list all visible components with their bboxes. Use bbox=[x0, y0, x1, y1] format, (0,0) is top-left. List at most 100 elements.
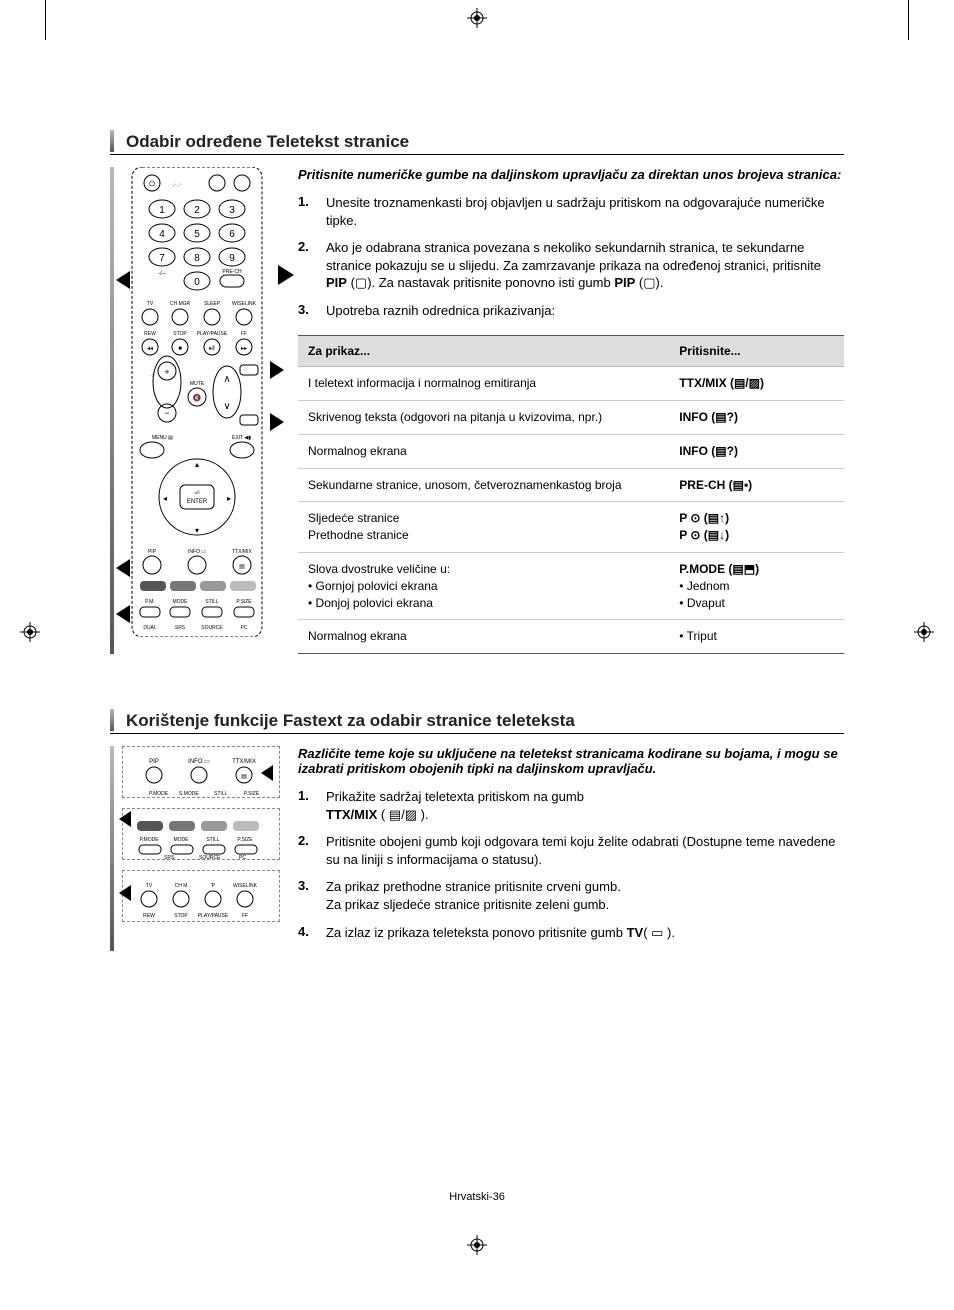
remote-panel-ttx: PIP INFO ▭ TTX/MIX ▤ P.MODES.MODESTILLP.… bbox=[122, 746, 280, 798]
svg-text:▾: ▾ bbox=[195, 526, 199, 535]
table-cell: I teletext informacija i normalnog emiti… bbox=[298, 367, 669, 401]
numbered-list: 1. Prikažite sadržaj teletexta pritiskom… bbox=[298, 788, 844, 941]
svg-text:PIP: PIP bbox=[148, 549, 157, 555]
list-item: 4. Za izlaz iz prikaza teleteksta ponovo… bbox=[298, 924, 844, 942]
item-number: 2. bbox=[298, 239, 314, 292]
svg-text:·:·: ·:· bbox=[150, 373, 155, 379]
table-row: Normalnog ekrana INFO (▤?) bbox=[298, 434, 844, 468]
remote-figure-small: PIP INFO ▭ TTX/MIX ▤ P.MODES.MODESTILLP.… bbox=[110, 746, 280, 951]
svg-text:∧: ∧ bbox=[223, 374, 230, 385]
intro-text: Pritisnite numeričke gumbe na daljinskom… bbox=[298, 167, 844, 182]
crop-mark bbox=[908, 0, 909, 40]
list-item: 3. Upotreba raznih odrednica prikazivanj… bbox=[298, 302, 844, 320]
svg-text:TTX/MIX: TTX/MIX bbox=[232, 549, 252, 555]
svg-text:4: 4 bbox=[159, 229, 165, 240]
item-number: 1. bbox=[298, 788, 314, 823]
item-text: Upotreba raznih odrednica prikazivanja: bbox=[326, 302, 844, 320]
svg-text:STOP: STOP bbox=[173, 331, 187, 337]
svg-text:P.SIZE: P.SIZE bbox=[244, 791, 260, 797]
svg-text:WISELINK: WISELINK bbox=[232, 301, 257, 307]
svg-text:TV: TV bbox=[147, 301, 154, 307]
svg-text:.·.·: .·.· bbox=[173, 181, 182, 188]
list-item: 2. Pritisnite obojeni gumb koji odgovara… bbox=[298, 833, 844, 868]
svg-text:PIP: PIP bbox=[149, 759, 159, 765]
svg-text:PLAY/PAUSE: PLAY/PAUSE bbox=[198, 913, 229, 919]
table-cell: Normalnog ekrana bbox=[298, 620, 669, 654]
svg-text:FF: FF bbox=[241, 331, 247, 337]
svg-text:PRE-CH: PRE-CH bbox=[222, 269, 242, 275]
svg-text:EXIT ◀▮: EXIT ◀▮ bbox=[232, 435, 251, 441]
table-row: Skrivenog teksta (odgovori na pitanja u … bbox=[298, 401, 844, 435]
svg-text:2: 2 bbox=[194, 205, 200, 216]
svg-text:REW: REW bbox=[143, 913, 155, 919]
svg-text:+: + bbox=[164, 367, 169, 377]
table-row: Sekundarne stranice, unosom, četveroznam… bbox=[298, 468, 844, 502]
remote-panel-tv: TV CH M 'P WISELINK REW STOP PLAY/PAUSE … bbox=[122, 870, 280, 922]
callout-arrow-icon bbox=[116, 271, 130, 289]
svg-text:P.M.: P.M. bbox=[145, 599, 155, 605]
svg-text:STILL: STILL bbox=[205, 599, 219, 605]
svg-text:▤: ▤ bbox=[239, 564, 245, 570]
table-row: Slova dvostruke veličine u: • Gornjoj po… bbox=[298, 553, 844, 620]
table-cell: P.MODE (▤⬒) • Jednom • Dvaput bbox=[669, 553, 844, 620]
registration-mark bbox=[914, 622, 934, 642]
svg-text:STILL: STILL bbox=[214, 791, 228, 797]
table-cell: INFO (▤?) bbox=[669, 434, 844, 468]
item-number: 3. bbox=[298, 302, 314, 320]
svg-text:▴: ▴ bbox=[195, 460, 199, 469]
callout-arrow-icon bbox=[278, 265, 294, 285]
svg-text:REW: REW bbox=[144, 331, 156, 337]
svg-text:1: 1 bbox=[159, 205, 165, 216]
svg-text:PLAY/PAUSE: PLAY/PAUSE bbox=[197, 331, 228, 337]
numbered-list: 1. Unesite troznamenkasti broj objavljen… bbox=[298, 194, 844, 319]
heading-text: Odabir određene Teletekst stranice bbox=[126, 130, 409, 152]
section-text: Različite teme koje su uključene na tele… bbox=[298, 746, 844, 951]
section-heading: Odabir određene Teletekst stranice bbox=[110, 130, 844, 155]
heading-accent-bar bbox=[110, 130, 114, 152]
svg-text:SOURCE: SOURCE bbox=[199, 855, 221, 859]
teletext-table: Za prikaz... Pritisnite... I teletext in… bbox=[298, 335, 844, 654]
list-item: 1. Prikažite sadržaj teletexta pritiskom… bbox=[298, 788, 844, 823]
svg-text:S.MODE: S.MODE bbox=[179, 791, 199, 797]
svg-text:3: 3 bbox=[229, 205, 235, 216]
item-text: Ako je odabrana stranica povezana s neko… bbox=[326, 239, 844, 292]
svg-text:SRS: SRS bbox=[164, 855, 175, 859]
svg-text:P.SIZE: P.SIZE bbox=[236, 599, 252, 605]
svg-text:■: ■ bbox=[178, 346, 182, 352]
table-row: Normalnog ekrana • Triput bbox=[298, 620, 844, 654]
item-text: Za prikaz prethodne stranice pritisnite … bbox=[326, 878, 844, 913]
svg-text:INFO ▭: INFO ▭ bbox=[188, 759, 210, 765]
svg-text:MUTE: MUTE bbox=[190, 381, 205, 387]
heading-accent-bar bbox=[110, 709, 114, 731]
registration-mark bbox=[20, 622, 40, 642]
svg-text:−: − bbox=[164, 408, 169, 418]
svg-text:DUAL: DUAL bbox=[143, 625, 157, 631]
section-teletext-page: Odabir određene Teletekst stranice ⏻ .·.… bbox=[110, 130, 844, 654]
item-number: 1. bbox=[298, 194, 314, 229]
svg-text:PC: PC bbox=[241, 625, 248, 631]
callout-arrow-icon bbox=[270, 361, 284, 379]
callout-arrow-icon bbox=[270, 413, 284, 431]
remote-control-illustration: ⏻ .·.· 1 2 3 4 5 6 7 8 9 -/-- bbox=[122, 167, 280, 637]
svg-text:SRS: SRS bbox=[175, 625, 186, 631]
table-cell: TTX/MIX (▤/▨) bbox=[669, 367, 844, 401]
table-header: Pritisnite... bbox=[669, 336, 844, 367]
callout-arrow-icon bbox=[119, 885, 131, 901]
svg-text:STILL: STILL bbox=[206, 837, 220, 843]
intro-text: Različite teme koje su uključene na tele… bbox=[298, 746, 844, 776]
svg-text:PC: PC bbox=[239, 855, 246, 859]
table-cell: Sljedeće stranice Prethodne stranice bbox=[298, 502, 669, 553]
heading-text: Korištenje funkcije Fastext za odabir st… bbox=[126, 709, 575, 731]
svg-text:⏎: ⏎ bbox=[194, 490, 199, 497]
svg-text:6: 6 bbox=[229, 229, 235, 240]
svg-text:SLEEP: SLEEP bbox=[204, 301, 221, 307]
callout-arrow-icon bbox=[261, 765, 273, 781]
item-number: 2. bbox=[298, 833, 314, 868]
svg-text:◂: ◂ bbox=[163, 494, 167, 503]
callout-arrow-icon bbox=[119, 811, 131, 827]
svg-text:7: 7 bbox=[159, 253, 165, 264]
crop-mark bbox=[45, 0, 46, 40]
callout-arrow-icon bbox=[116, 605, 130, 623]
svg-text:8: 8 bbox=[194, 253, 200, 264]
svg-text:⏻: ⏻ bbox=[149, 180, 155, 188]
